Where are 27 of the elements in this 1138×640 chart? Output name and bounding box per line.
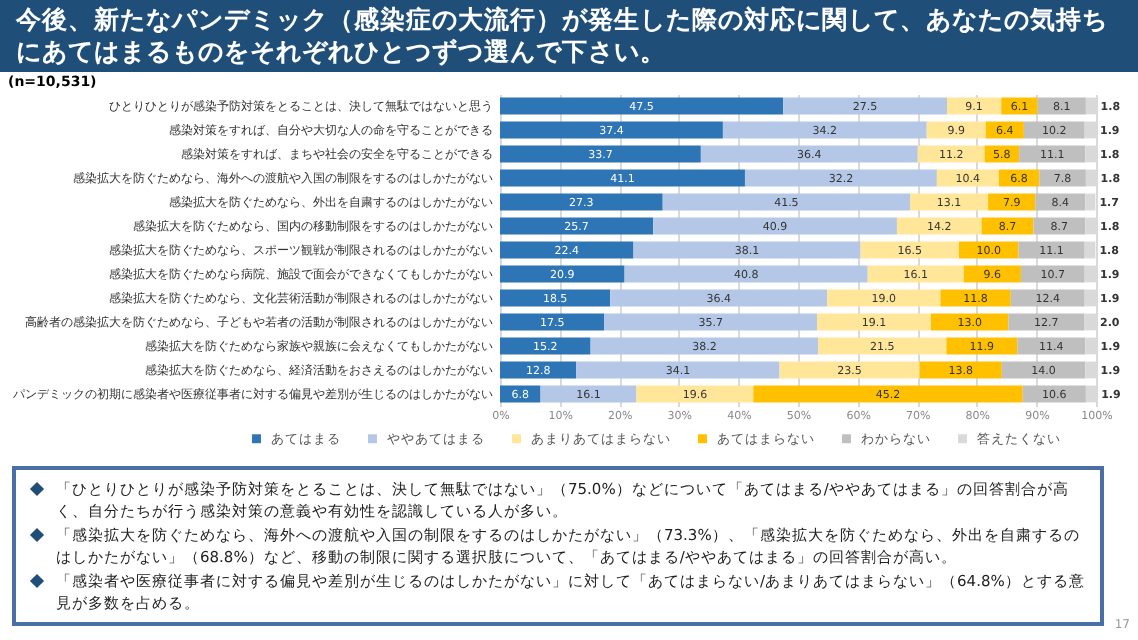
chart-title: 今後、新たなパンデミック（感染症の大流行）が発生した際の対応に関して、あなたの気持ちにあてはまるものをそれぞれひとつずつ選んで下さい。 [0, 0, 1138, 72]
bar [500, 145, 701, 163]
bar [610, 289, 828, 307]
bar [700, 145, 918, 163]
bar [624, 265, 868, 283]
bar [633, 241, 861, 259]
bar [500, 241, 634, 259]
bar [817, 313, 931, 331]
bar [500, 193, 663, 211]
bar [500, 121, 723, 139]
bar [500, 97, 784, 115]
bar [500, 313, 605, 331]
bar [636, 385, 754, 403]
bar [779, 361, 920, 379]
bar [500, 169, 745, 187]
bar [783, 97, 947, 115]
bar [753, 385, 1023, 403]
bar [576, 361, 780, 379]
bar [604, 313, 818, 331]
bar [744, 169, 937, 187]
bar [653, 217, 897, 235]
bar [722, 121, 927, 139]
bar [500, 217, 654, 235]
bar [662, 193, 911, 211]
bar [500, 265, 625, 283]
bar [818, 337, 947, 355]
bar [590, 337, 819, 355]
